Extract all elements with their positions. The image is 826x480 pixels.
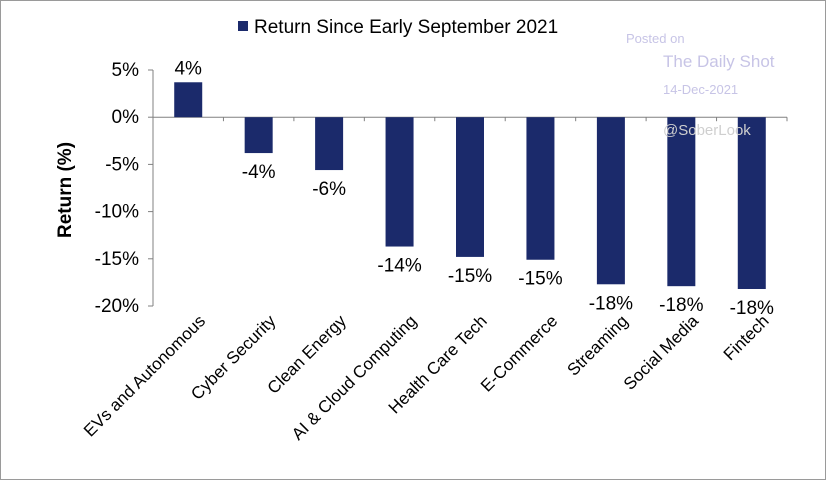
bar xyxy=(667,117,696,287)
y-axis-title: Return (%) xyxy=(55,142,76,238)
watermark-credit: @SoberLook xyxy=(663,122,751,139)
data-label: -18% xyxy=(589,293,633,314)
bar xyxy=(526,117,555,260)
bar xyxy=(244,117,273,154)
data-label: -18% xyxy=(659,295,703,316)
data-label: -6% xyxy=(312,179,346,200)
category-label: Fintech xyxy=(720,311,773,364)
bar xyxy=(174,82,203,118)
y-tick-label: -10% xyxy=(95,202,139,223)
data-label: 4% xyxy=(174,58,202,79)
y-tick-label: -15% xyxy=(95,249,139,270)
category-label: AI & Cloud Computing xyxy=(288,311,420,443)
watermark-source: The Daily Shot xyxy=(663,52,775,71)
y-tick-label: -20% xyxy=(95,296,139,317)
category-label: Streaming xyxy=(563,311,631,379)
legend-label: Return Since Early September 2021 xyxy=(254,17,558,38)
bar xyxy=(596,117,625,285)
data-label: -15% xyxy=(518,269,562,290)
watermark-posted-on: Posted on xyxy=(626,31,685,46)
category-label: EVs and Autonomous xyxy=(80,311,209,440)
legend-swatch xyxy=(238,21,248,31)
data-label: -14% xyxy=(377,256,421,277)
y-tick-label: -5% xyxy=(105,154,139,175)
bar xyxy=(456,117,484,257)
bar xyxy=(737,117,766,290)
data-label: -18% xyxy=(730,298,774,319)
y-tick-label: 5% xyxy=(112,60,140,81)
category-label: Social Media xyxy=(620,311,703,394)
data-label: -15% xyxy=(448,266,492,287)
watermark-date: 14-Dec-2021 xyxy=(663,82,739,97)
data-label: -4% xyxy=(242,162,276,183)
bar xyxy=(385,117,414,247)
y-tick-label: 0% xyxy=(112,107,140,128)
bar xyxy=(315,117,344,171)
